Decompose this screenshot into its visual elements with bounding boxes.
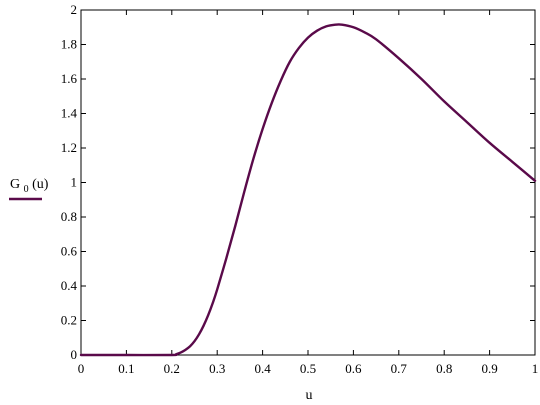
x-tick-label: 0.5 [300,361,316,376]
series-layer [79,23,537,357]
x-tick-label: 0.7 [391,361,408,376]
labels-layer: u G 0 (u) [9,177,313,403]
ticks-layer: 0 0.1 0.2 0.3 0.4 0.5 0.6 0.7 0.8 0.9 1 0 0.2 0.4 0.6 0… [61,2,539,376]
x-tick-label: 0.8 [436,361,452,376]
y-tick-label: 2 [71,2,78,17]
x-tick-label: 0 [78,361,85,376]
y-tick-label: 0 [71,347,78,362]
y-tick-label: 1.6 [61,71,78,86]
x-tick-label: 0.9 [481,361,497,376]
series-line [79,23,537,357]
x-tick-label: 0.6 [345,361,362,376]
x-tick-label: 0.1 [118,361,134,376]
x-tick-label: 0.4 [254,361,271,376]
y-axis-title-main: G [10,177,20,192]
x-tick-label: 0.3 [209,361,225,376]
plot-frame [80,9,536,356]
y-axis-title-subscript: 0 [24,184,29,195]
y-tick-label: 0.4 [61,278,78,293]
y-tick-label: 1.4 [61,106,78,121]
x-tick-label: 0.2 [164,361,180,376]
y-tick-label: 0.2 [61,313,77,328]
y-axis-title: G 0 (u) [10,177,49,196]
y-tick-label: 1.2 [61,140,77,155]
y-tick-label: 0.6 [61,244,78,259]
y-axis-title-argument: (u) [32,177,49,192]
x-tick-label: 1 [532,361,539,376]
y-tick-label: 0.8 [61,209,77,224]
x-axis-title: u [306,388,313,403]
y-tick-label: 1.8 [61,37,77,52]
y-tick-label: 1 [71,175,78,190]
axes-layer [80,9,536,356]
